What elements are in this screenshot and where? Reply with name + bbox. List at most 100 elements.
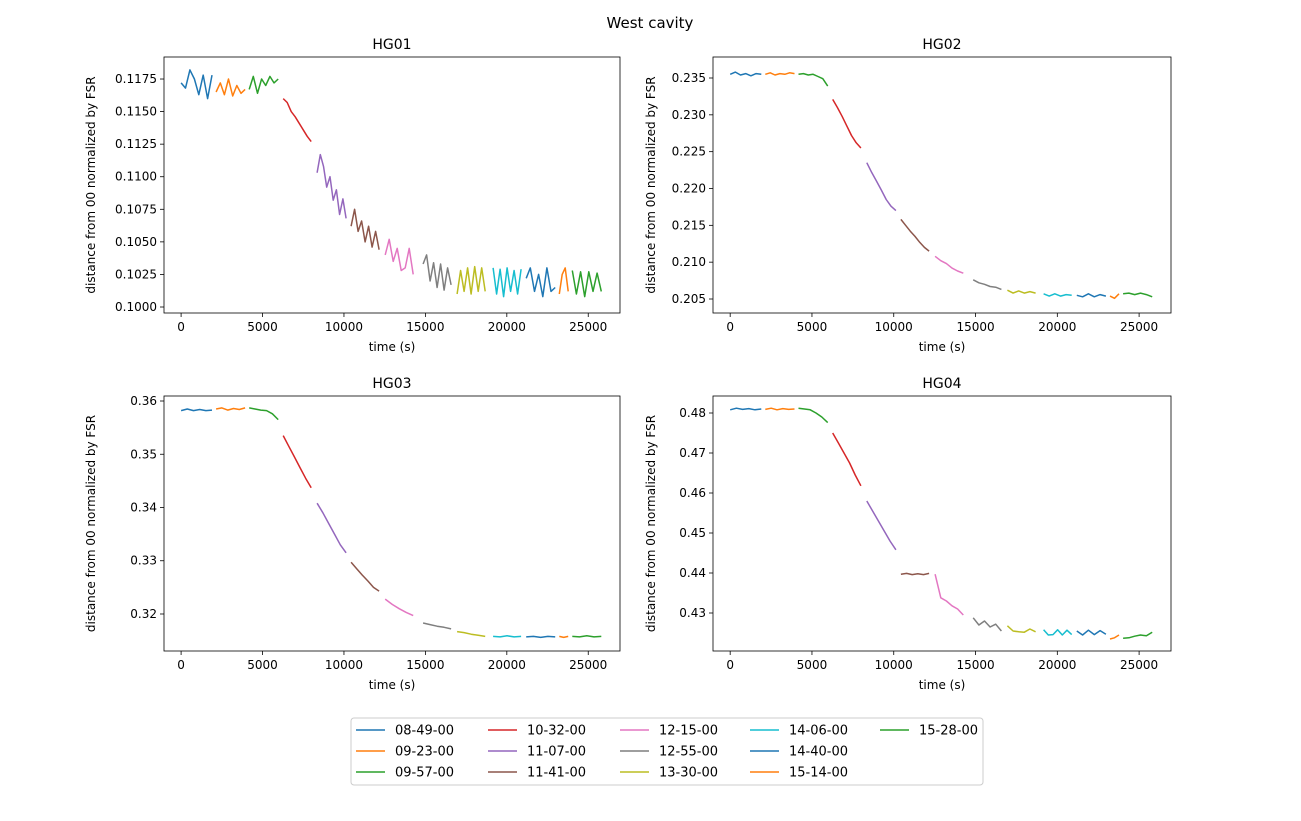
series-line-11-07-00 bbox=[866, 162, 897, 212]
legend-label: 12-15-00 bbox=[659, 724, 718, 739]
series-line-14-40-00 bbox=[526, 635, 556, 639]
x-tick-label: 5000 bbox=[797, 658, 828, 672]
legend-label: 09-23-00 bbox=[395, 745, 454, 760]
legend-item: 10-32-00 bbox=[488, 724, 586, 739]
series-line-15-14-00 bbox=[1109, 293, 1120, 300]
axes-frame bbox=[163, 56, 621, 314]
subplot-hg01: 0 5000 10000 15000 20000 25000 0.1000 0.1025 0.1… bbox=[84, 37, 621, 354]
x-tick-label: 10000 bbox=[875, 320, 913, 334]
series-line-11-07-00 bbox=[316, 153, 347, 219]
x-tick-label: 5000 bbox=[797, 320, 828, 334]
y-tick-label: 0.32 bbox=[130, 607, 157, 621]
series-line-15-14-00 bbox=[1109, 634, 1120, 640]
y-tick-label: 0.1050 bbox=[115, 235, 157, 249]
series-line-09-57-00 bbox=[798, 407, 829, 424]
legend-label: 08-49-00 bbox=[395, 724, 454, 739]
legend-item: 11-07-00 bbox=[488, 745, 586, 760]
y-tick-label: 0.1150 bbox=[115, 105, 157, 119]
axes-frame bbox=[712, 395, 1172, 652]
y-tick-label: 0.225 bbox=[672, 145, 706, 159]
axes-frame bbox=[163, 395, 621, 652]
series-line-14-06-00 bbox=[1043, 293, 1072, 297]
series-line-11-07-00 bbox=[316, 502, 347, 554]
series-line-13-30-00 bbox=[1007, 289, 1036, 294]
subplot-hg02: 0 5000 10000 15000 20000 25000 0.205 0.210 0.215… bbox=[644, 37, 1172, 354]
x-tick-label: 0 bbox=[726, 658, 734, 672]
x-axis-label: time (s) bbox=[369, 340, 416, 354]
x-tick-label: 20000 bbox=[1038, 658, 1076, 672]
series-line-08-49-00 bbox=[180, 69, 213, 100]
y-tick-label: 0.33 bbox=[130, 554, 157, 568]
y-tick-label: 0.1125 bbox=[115, 137, 157, 151]
series-line-09-23-00 bbox=[215, 78, 246, 97]
series-line-12-15-00 bbox=[384, 598, 414, 617]
x-tick-label: 20000 bbox=[488, 658, 526, 672]
x-axis-label: time (s) bbox=[369, 678, 416, 692]
series-line-15-28-00 bbox=[571, 270, 603, 298]
legend-label: 14-06-00 bbox=[789, 724, 848, 739]
series-line-12-15-00 bbox=[934, 255, 964, 274]
series-line-09-23-00 bbox=[765, 72, 795, 76]
series-line-14-40-00 bbox=[1076, 293, 1107, 298]
x-tick-label: 20000 bbox=[488, 320, 526, 334]
series-line-11-41-00 bbox=[900, 218, 930, 252]
series-line-09-23-00 bbox=[215, 407, 246, 411]
legend-item: 09-57-00 bbox=[356, 766, 454, 781]
series-line-11-41-00 bbox=[350, 208, 380, 250]
y-tick-label: 0.210 bbox=[672, 255, 706, 269]
subplot-title: HG02 bbox=[922, 37, 961, 53]
legend-label: 13-30-00 bbox=[659, 766, 718, 781]
y-axis-label: distance from 00 normalized by FSR bbox=[644, 415, 658, 632]
y-tick-label: 0.45 bbox=[679, 526, 706, 540]
series-line-14-06-00 bbox=[493, 635, 522, 638]
subplot-title: HG03 bbox=[372, 376, 411, 392]
x-tick-label: 25000 bbox=[1120, 658, 1158, 672]
series-line-13-30-00 bbox=[456, 265, 486, 295]
series-line-12-15-00 bbox=[934, 574, 964, 616]
y-axis-label: distance from 00 normalized by FSR bbox=[84, 76, 98, 293]
x-tick-label: 15000 bbox=[406, 320, 444, 334]
y-tick-label: 0.1000 bbox=[115, 300, 157, 314]
series-line-12-55-00 bbox=[972, 279, 1002, 291]
subplot-hg04: 0 5000 10000 15000 20000 25000 0.43 0.44 0.45 0.4… bbox=[644, 376, 1172, 692]
legend-item: 09-23-00 bbox=[356, 745, 454, 760]
series-line-09-23-00 bbox=[765, 407, 795, 411]
x-tick-label: 20000 bbox=[1038, 320, 1076, 334]
series-line-14-06-00 bbox=[1043, 629, 1073, 636]
x-tick-label: 25000 bbox=[569, 658, 607, 672]
series-line-08-49-00 bbox=[180, 408, 213, 412]
y-tick-label: 0.230 bbox=[672, 108, 706, 122]
legend: 08-49-00 09-23-00 09-57-00 10-32-00 11-07-00… bbox=[350, 717, 984, 786]
figure-title: West cavity bbox=[607, 14, 694, 32]
legend-item: 12-55-00 bbox=[620, 745, 718, 760]
series-line-10-32-00 bbox=[832, 432, 862, 487]
series-line-11-07-00 bbox=[866, 500, 897, 551]
series-line-08-49-00 bbox=[729, 71, 762, 77]
x-tick-label: 10000 bbox=[875, 658, 913, 672]
x-tick-label: 5000 bbox=[247, 320, 278, 334]
y-tick-label: 0.1075 bbox=[115, 202, 157, 216]
series-line-14-06-00 bbox=[492, 267, 522, 298]
series-line-09-57-00 bbox=[248, 75, 279, 95]
legend-item: 08-49-00 bbox=[356, 724, 454, 739]
series-line-12-15-00 bbox=[384, 238, 414, 275]
series-line-09-57-00 bbox=[798, 72, 829, 87]
legend-label: 14-40-00 bbox=[789, 745, 848, 760]
x-tick-label: 15000 bbox=[956, 658, 994, 672]
legend-item: 15-14-00 bbox=[750, 766, 848, 781]
x-tick-label: 15000 bbox=[956, 320, 994, 334]
x-tick-label: 15000 bbox=[406, 658, 444, 672]
legend-item: 12-15-00 bbox=[620, 724, 718, 739]
x-tick-label: 10000 bbox=[325, 320, 363, 334]
y-tick-label: 0.44 bbox=[679, 566, 706, 580]
legend-label: 15-14-00 bbox=[789, 766, 848, 781]
series-line-14-40-00 bbox=[1076, 629, 1107, 636]
series-line-10-32-00 bbox=[282, 435, 312, 489]
subplot-title: HG04 bbox=[922, 376, 961, 392]
series-line-13-30-00 bbox=[1006, 625, 1036, 633]
y-tick-label: 0.47 bbox=[679, 446, 706, 460]
series-line-14-40-00 bbox=[525, 267, 556, 298]
x-axis-label: time (s) bbox=[919, 678, 966, 692]
legend-label: 15-28-00 bbox=[919, 724, 978, 739]
